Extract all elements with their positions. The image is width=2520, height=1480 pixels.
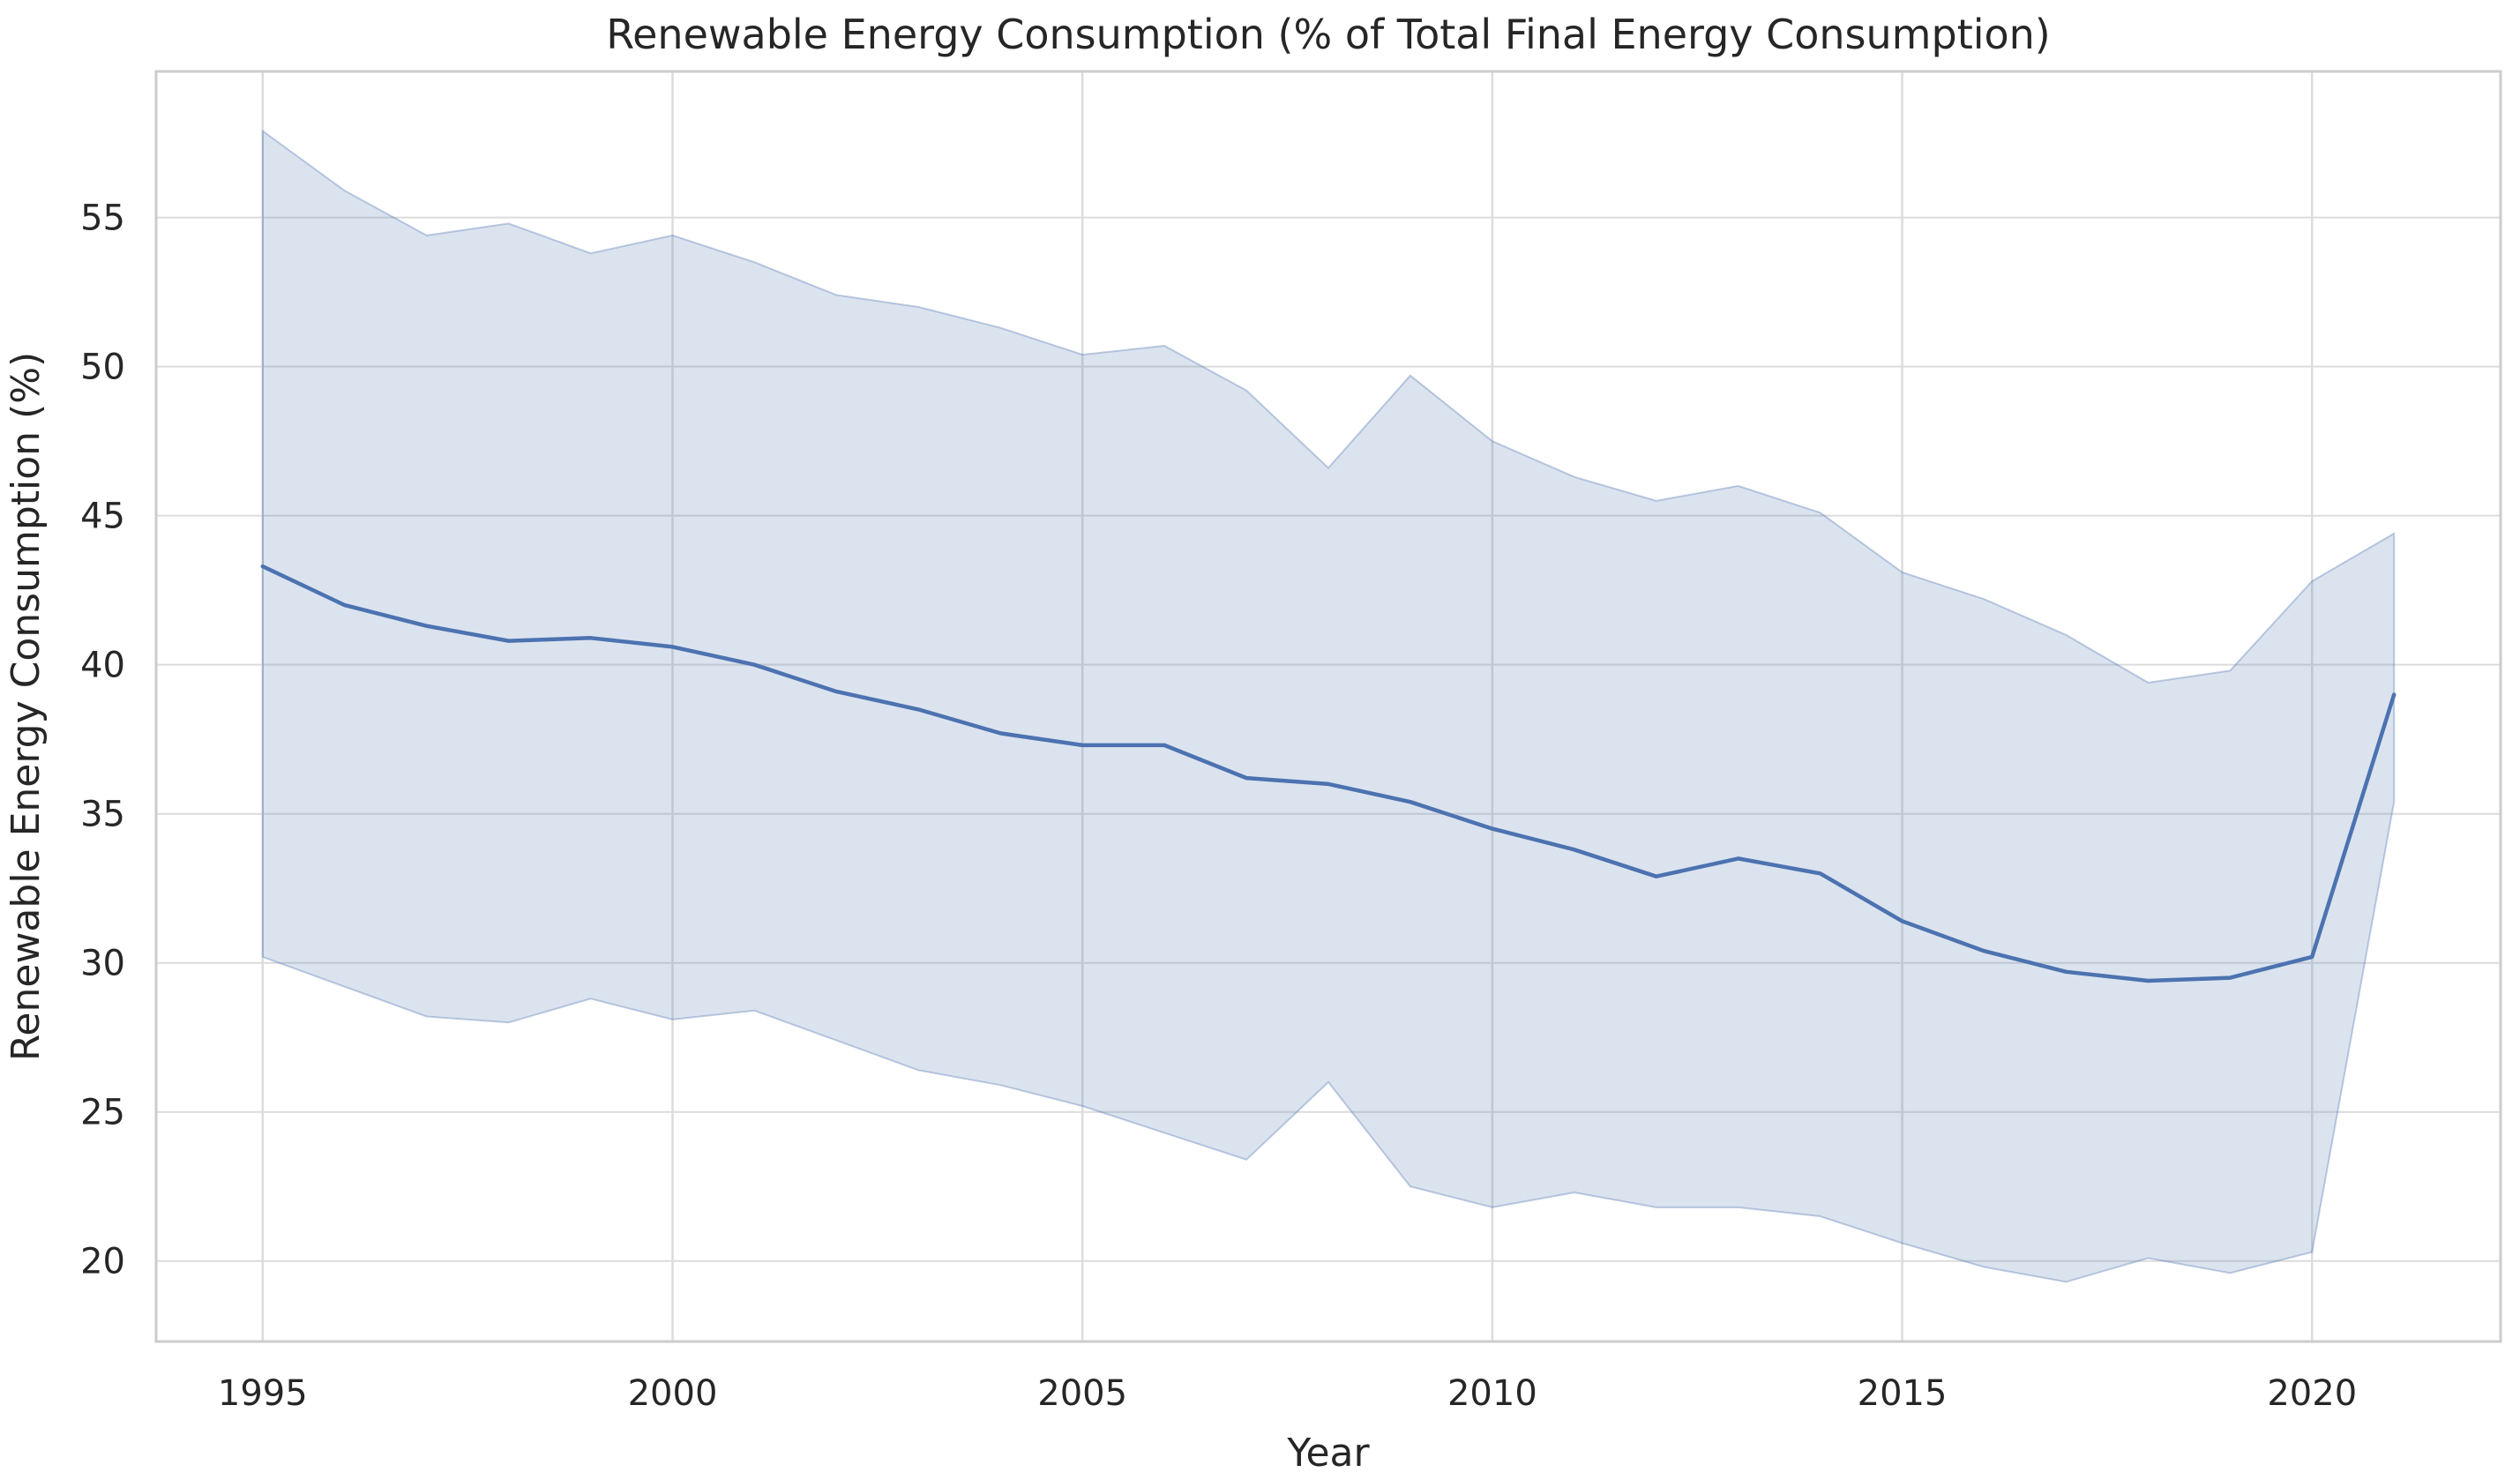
x-tick-labels: 1995 2000 2005 2010 2015 2020 [218, 1373, 2357, 1414]
y-tick-label: 25 [80, 1093, 125, 1133]
grid-lines [156, 71, 2501, 1342]
y-axis-label: Renewable Energy Consumption (%) [4, 352, 49, 1061]
y-tick-label: 35 [80, 795, 125, 835]
x-tick-label: 2020 [2267, 1373, 2357, 1414]
chart-title: Renewable Energy Consumption (% of Total… [606, 11, 2051, 58]
mean-line [260, 564, 2397, 983]
x-tick-label: 2000 [628, 1373, 718, 1414]
y-tick-label: 45 [80, 497, 125, 537]
confidence-band [261, 129, 2396, 1283]
plot-border [154, 70, 2502, 1343]
y-tick-label: 40 [80, 646, 125, 686]
y-tick-label: 50 [80, 348, 125, 388]
y-tick-labels: 20 25 30 35 40 45 50 55 [80, 198, 125, 1282]
x-tick-label: 2015 [1858, 1373, 1948, 1414]
mean-line-group [260, 564, 2397, 983]
y-tick-label: 20 [80, 1242, 125, 1282]
x-tick-label: 2005 [1037, 1373, 1127, 1414]
x-axis-label: Year [1286, 1431, 1370, 1476]
confidence-band-group [261, 129, 2396, 1283]
y-tick-label: 30 [80, 944, 125, 984]
x-tick-label: 2010 [1447, 1373, 1537, 1414]
y-tick-label: 55 [80, 198, 125, 239]
x-tick-label: 1995 [218, 1373, 308, 1414]
